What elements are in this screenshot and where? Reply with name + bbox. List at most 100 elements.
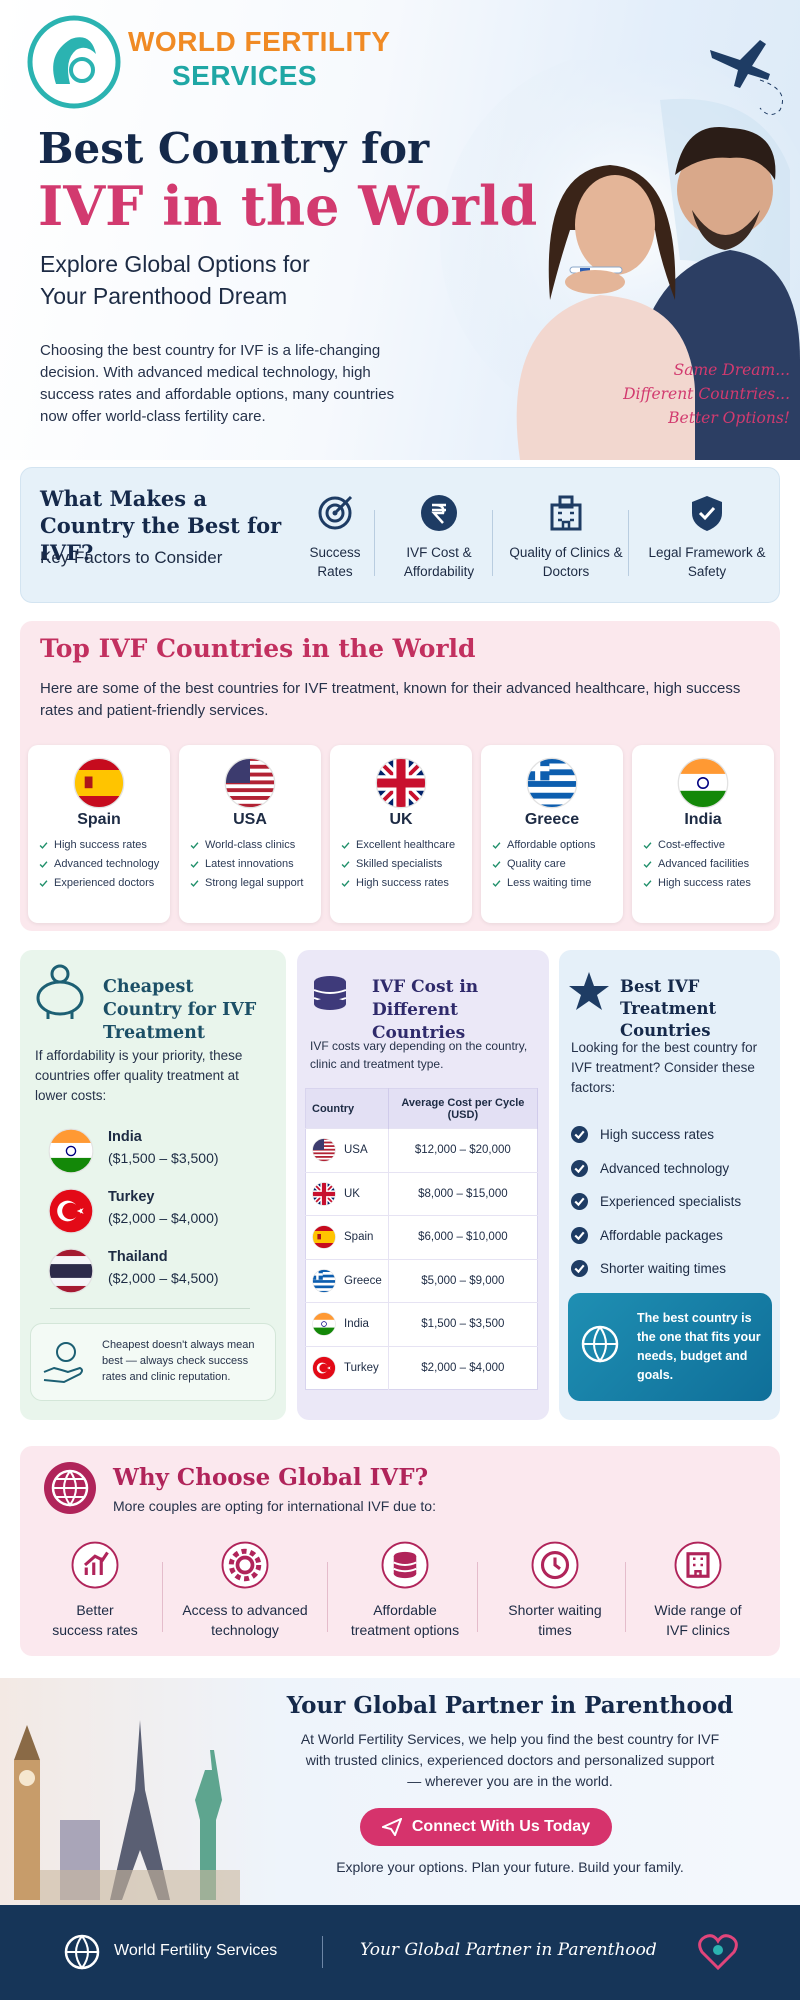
brand-line1: WORLD FERTILITY	[128, 26, 391, 57]
icon	[221, 1541, 269, 1589]
point: High success rates	[642, 877, 751, 889]
point-text: Experienced doctors	[54, 877, 155, 889]
check-bg	[571, 1260, 588, 1278]
flag-part	[312, 1356, 336, 1380]
hands	[565, 270, 625, 294]
reason-divider	[162, 1562, 163, 1632]
factor: Legal Framework & Safety	[634, 493, 780, 581]
factor-icon	[380, 493, 498, 537]
factor-icon	[290, 493, 380, 537]
point: High success rates	[340, 877, 455, 889]
header-cell: Country	[305, 1088, 389, 1129]
check-icon	[340, 840, 351, 851]
flag-part	[678, 758, 728, 776]
cheap-range: ($2,000 – $4,000)	[108, 1210, 219, 1226]
flag-svg	[312, 1138, 336, 1162]
point: Cost-effective	[642, 839, 751, 851]
reason-label: Access to advanced technology	[182, 1602, 308, 1638]
country-points: Affordable options Quality care Less waiti…	[491, 839, 595, 896]
check-icon	[491, 840, 502, 851]
icon	[71, 1541, 119, 1589]
factor-divider	[492, 510, 493, 576]
country-card: USA World-class clinics Latest innovations…	[179, 745, 321, 923]
cta-button[interactable]: Connect With Us Today	[360, 1808, 612, 1846]
country-points: Excellent healthcare Skilled specialists H…	[340, 839, 455, 896]
header-cell: Average Cost per Cycle (USD)	[388, 1088, 539, 1129]
partner-text: At World Fertility Services, we help you…	[300, 1731, 720, 1789]
country-cell: Greece	[306, 1260, 388, 1303]
send-icon	[381, 1818, 402, 1836]
flag	[526, 757, 578, 809]
check	[643, 860, 652, 868]
point: High success rates	[38, 839, 159, 851]
piggy-coin	[50, 964, 70, 984]
flag-part	[312, 1287, 336, 1291]
why-subtitle: More couples are opting for internationa…	[113, 1498, 436, 1514]
check	[571, 1260, 588, 1278]
check-bg	[571, 1126, 588, 1144]
check-icon	[491, 878, 502, 889]
best-factor-text: Advanced technology	[600, 1160, 730, 1176]
ground	[40, 1870, 240, 1905]
send	[381, 1818, 402, 1836]
reason-icon	[40, 1540, 150, 1594]
point: Less waiting time	[491, 877, 595, 889]
logo	[27, 15, 121, 109]
table-header: Country Average Cost per Cycle (USD)	[305, 1088, 539, 1129]
check	[492, 860, 501, 868]
icon	[550, 495, 582, 531]
flag-part	[312, 1277, 336, 1280]
check-mark	[643, 860, 652, 868]
flag-svg	[48, 1128, 94, 1174]
check-icon	[189, 859, 200, 870]
country-name: UK	[389, 811, 413, 828]
country-card: India Cost-effective Advanced facilities Hi…	[632, 745, 774, 923]
check-icon	[340, 878, 351, 889]
check	[341, 879, 350, 887]
factor-divider	[628, 510, 629, 576]
cta-label: Connect With Us Today	[411, 1818, 591, 1835]
point-text: Quality care	[507, 858, 566, 870]
best-factor-text: Experienced specialists	[600, 1194, 742, 1210]
check-mark	[574, 1197, 585, 1207]
check	[190, 860, 199, 868]
reason-icon	[335, 1540, 475, 1594]
point-text: High success rates	[658, 877, 751, 889]
flag-part	[312, 1312, 336, 1336]
flag-part	[225, 758, 250, 783]
check-icon	[642, 859, 653, 870]
coins-icon	[313, 976, 347, 1010]
check	[190, 879, 199, 887]
callout-box	[568, 1293, 772, 1401]
flag-part	[678, 790, 728, 808]
piggy-body	[36, 980, 84, 1016]
icon	[381, 1541, 429, 1589]
check	[39, 841, 48, 849]
point: Advanced technology	[38, 858, 159, 870]
cost-description: IVF costs vary depending on the country,…	[310, 1039, 528, 1071]
flag-part	[312, 1269, 336, 1293]
flag	[224, 757, 276, 809]
coin-2	[314, 998, 346, 1010]
heart-dot	[713, 1945, 723, 1955]
flag-part	[312, 1159, 336, 1162]
man-beard	[692, 210, 760, 250]
flag-svg	[526, 757, 578, 809]
footer-globe	[64, 1934, 100, 1970]
flag	[312, 1138, 336, 1162]
flag-svg	[312, 1269, 336, 1293]
partner-footer-line: Explore your options. Plan your future. …	[336, 1859, 684, 1875]
factor-label: Legal Framework & Safety	[648, 545, 766, 579]
flag	[48, 1128, 94, 1174]
plane	[710, 40, 770, 88]
reason-label: Affordable treatment options	[350, 1602, 460, 1638]
footer-heart	[698, 1934, 738, 1971]
flag-svg	[48, 1188, 94, 1234]
point: Latest innovations	[189, 858, 303, 870]
check-icon	[571, 1126, 588, 1144]
globe-lines	[66, 1935, 98, 1970]
check-bg	[571, 1226, 588, 1244]
factor-icon	[634, 493, 780, 537]
country: UK	[344, 1187, 360, 1200]
factors-title: What Makes a Country the Best for IVF?	[40, 486, 282, 565]
